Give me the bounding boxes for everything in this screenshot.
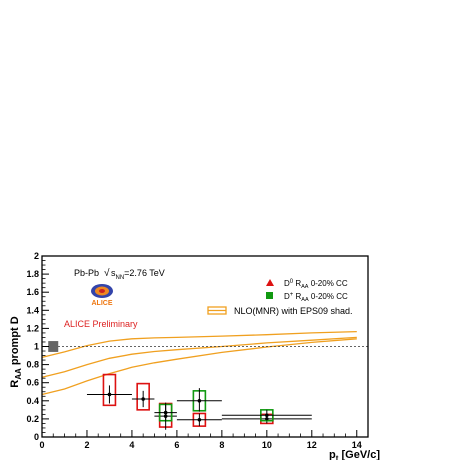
legend-dplus-sup: + — [290, 292, 294, 298]
legend-dplus-marker — [266, 292, 273, 299]
x-tick-label: 4 — [129, 440, 134, 450]
systematic-box — [102, 373, 117, 407]
x-tick-label: 12 — [307, 440, 317, 450]
legend-dplus-sub: AA — [301, 297, 309, 303]
x-tick-label: 0 — [39, 440, 44, 450]
nlo-band-line-3 — [41, 338, 357, 396]
energy-label-value: =2.76 TeV — [124, 268, 165, 278]
x-tick-label: 8 — [219, 440, 224, 450]
legend-nlo-label: NLO(MNR) with EPS09 shad. — [234, 306, 353, 316]
x-axis-label-unit: [GeV/c] — [338, 449, 380, 460]
legend-d0-label: D0 RAA 0-20% CC — [284, 279, 348, 290]
point-marker — [163, 410, 168, 415]
normalization-uncertainty-box — [48, 341, 59, 352]
legend-d0-sup: 0 — [290, 279, 294, 285]
point-marker — [141, 397, 145, 401]
y-tick-label: 2 — [34, 251, 39, 261]
y-tick-label: 1.2 — [26, 323, 39, 333]
legend-dplus-label: D+ RAA 0-20% CC — [284, 292, 348, 303]
y-tick-label: 0 — [34, 432, 39, 442]
data-point-square-2 — [176, 388, 222, 412]
x-axis-label: pt [GeV/c] — [329, 449, 380, 460]
nlo-band-layer — [41, 330, 357, 396]
y-tick-label: 0.2 — [26, 414, 39, 424]
y-tick-label: 1 — [34, 342, 39, 352]
x-tick-label: 14 — [352, 440, 362, 450]
legend-d0-sub: AA — [301, 284, 309, 290]
y-tick-label: 0.4 — [26, 396, 39, 406]
axis-ticks-layer: 0 2 4 6 8 10 12 14 0 0.2 0.4 0.6 0.8 1 1.2 1.4 1.6 1.8 2 — [26, 251, 369, 450]
nlo-band-line-1 — [41, 330, 357, 359]
legend-d0-r: R — [293, 279, 301, 288]
data-point-triangle-2 — [131, 382, 155, 411]
legend-dplus-rest: 0-20% CC — [309, 292, 348, 301]
y-tick-label: 1.6 — [26, 287, 39, 297]
point-marker — [197, 399, 202, 403]
y-tick-label: 1.8 — [26, 269, 39, 279]
y-tick-label: 0.6 — [26, 378, 39, 388]
point-marker — [107, 392, 112, 397]
x-axis-label-main: p — [329, 449, 336, 460]
y-tick-label: 0.8 — [26, 360, 39, 370]
legend-d0-marker — [266, 279, 274, 286]
legend-d0-rest: 0-20% CC — [308, 279, 347, 288]
sqrt-symbol: √ — [104, 267, 110, 279]
data-points-layer — [86, 373, 312, 430]
data-point-square-1 — [154, 403, 177, 422]
x-tick-label: 6 — [174, 440, 179, 450]
legend-dplus-r: R — [293, 292, 301, 301]
x-tick-label: 2 — [84, 440, 89, 450]
legend-d0-main: D — [284, 279, 290, 288]
alice-logo: ALICE — [91, 284, 113, 307]
data-point-triangle-1 — [86, 373, 132, 407]
data-point-triangle-4 — [176, 412, 222, 427]
collision-system-label: Pb-Pb — [74, 268, 99, 278]
y-axis-label-main: R — [9, 380, 21, 388]
y-axis-label-rest: prompt D — [9, 316, 21, 368]
legend: D0 RAA 0-20% CC D+ RAA 0-20% CC NLO(MNR)… — [207, 279, 353, 316]
data-point-square-3 — [221, 409, 312, 422]
point-marker — [265, 413, 269, 418]
y-axis-label-sub: AA — [14, 368, 23, 380]
legend-dplus-main: D — [284, 292, 290, 301]
nlo-band-line-2 — [41, 336, 357, 378]
energy-label-nn: NN — [116, 275, 125, 281]
energy-label: sNN=2.76 TeV — [111, 268, 165, 281]
point-marker — [197, 418, 202, 422]
systematic-box — [136, 382, 150, 411]
energy-label-s: s — [111, 268, 116, 278]
y-axis-label: RAA prompt D — [9, 316, 23, 388]
x-axis-label-sub: t — [336, 454, 339, 460]
preliminary-label: ALICE Preliminary — [64, 319, 138, 329]
alice-logo-text: ALICE — [92, 300, 113, 307]
y-tick-label: 1.4 — [26, 305, 39, 315]
x-tick-label: 10 — [262, 440, 272, 450]
